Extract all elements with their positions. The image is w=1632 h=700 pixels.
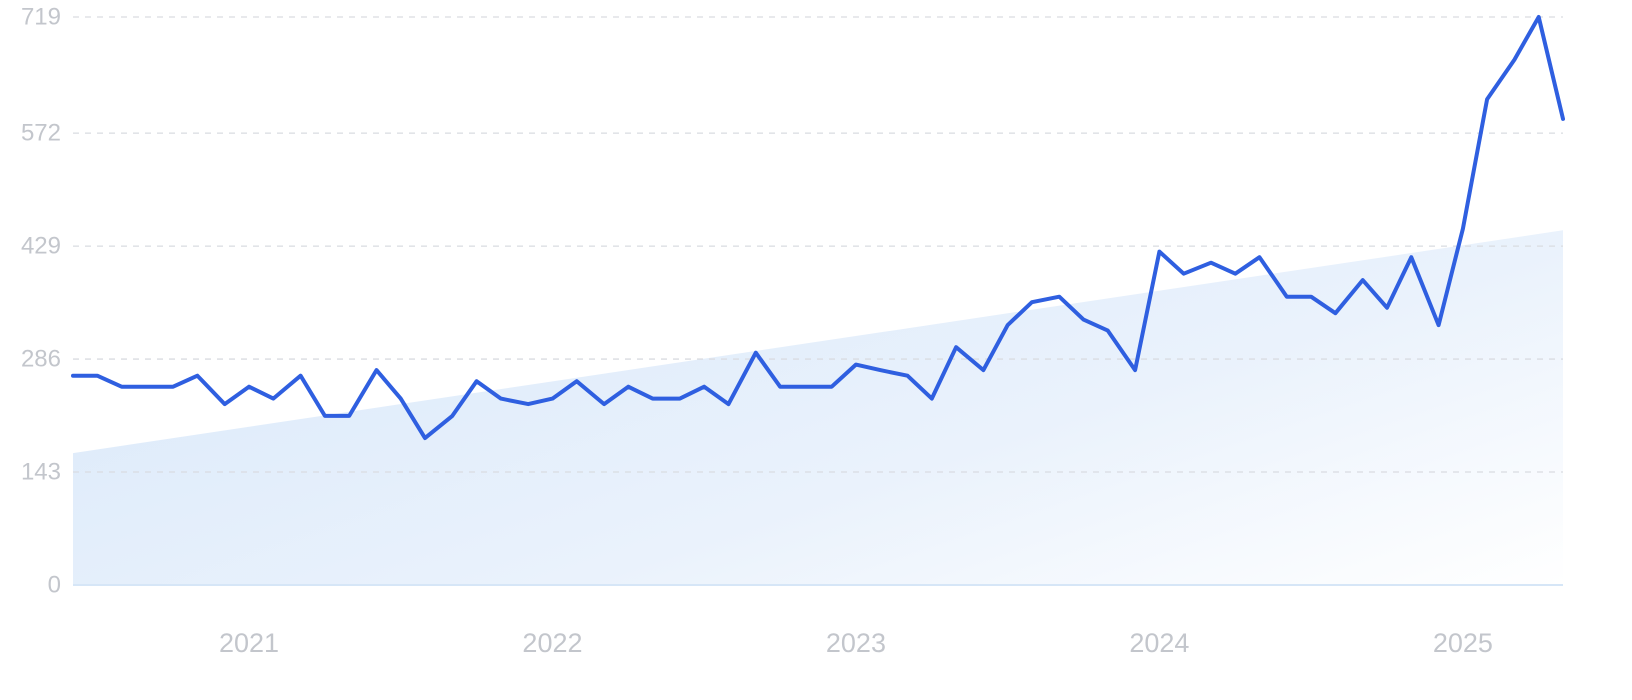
x-tick-label: 2024 [1129, 628, 1189, 658]
trend-area-layer [73, 230, 1563, 585]
y-axis-ticks: 0 143 286 429 572 719 [21, 4, 61, 599]
y-tick-label: 143 [21, 459, 61, 486]
x-tick-label: 2021 [219, 628, 279, 658]
series-line [71, 15, 1565, 441]
x-axis-ticks: 2021 2022 2023 2024 2025 [219, 628, 1493, 658]
y-tick-label: 719 [21, 4, 61, 31]
y-tick-label: 429 [21, 233, 61, 260]
trend-area [73, 230, 1563, 585]
y-tick-label: 0 [48, 572, 61, 599]
y-tick-label: 286 [21, 346, 61, 373]
x-tick-label: 2022 [522, 628, 582, 658]
grid-lines [73, 16, 1563, 586]
y-tick-label: 572 [21, 120, 61, 147]
x-tick-label: 2025 [1433, 628, 1493, 658]
series-layer [71, 15, 1565, 441]
x-tick-label: 2023 [826, 628, 886, 658]
